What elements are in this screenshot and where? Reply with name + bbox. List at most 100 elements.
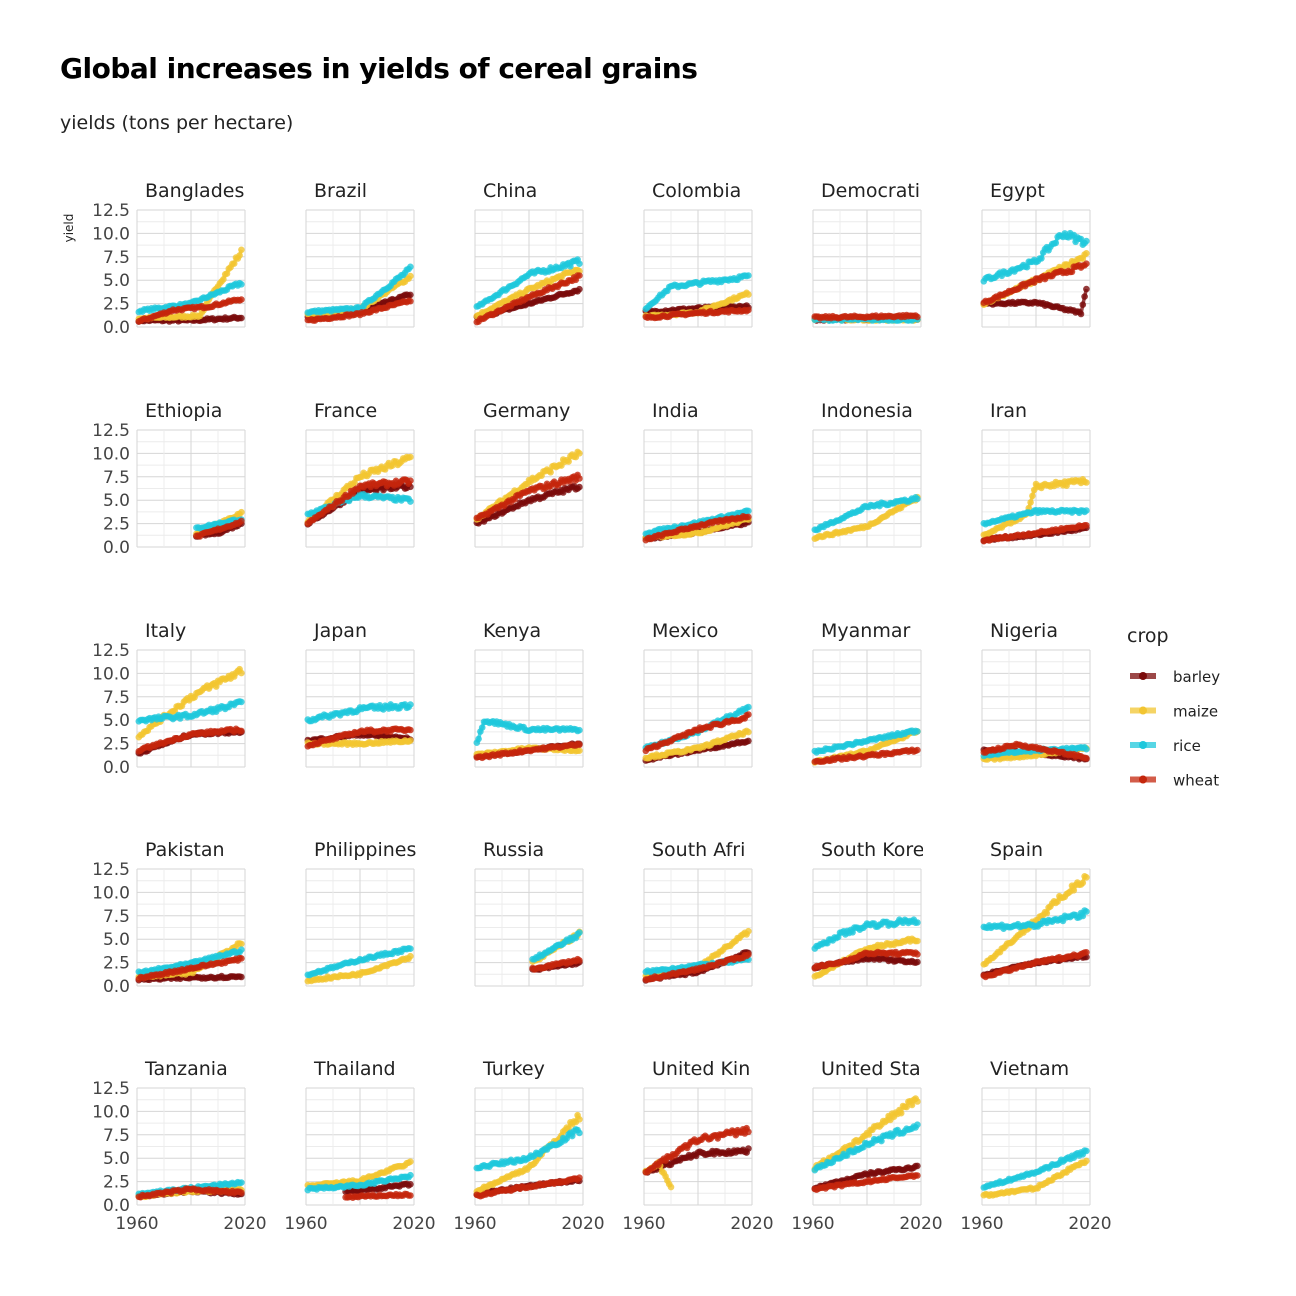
data-point-rice	[407, 945, 414, 952]
series-wheat	[811, 311, 921, 322]
facet-panel: Russia	[474, 839, 584, 987]
data-point-rice	[914, 495, 921, 503]
facet-panel: Germany	[473, 400, 584, 548]
data-point-wheat	[745, 711, 752, 718]
y-tick-label: 5.0	[103, 271, 130, 291]
y-tick-label: 2.5	[103, 735, 130, 755]
y-tick-label: 10.0	[92, 444, 130, 464]
y-tick-label: 0.0	[103, 318, 130, 338]
data-point-wheat	[238, 296, 245, 303]
series-barley	[980, 285, 1090, 318]
data-point-wheat	[914, 746, 921, 754]
data-point-wheat	[407, 726, 414, 734]
chart-title: Global increases in yields of cereal gra…	[60, 52, 698, 85]
data-point-maize	[236, 252, 243, 259]
data-point-rice	[407, 498, 414, 505]
facet-panel: Brazil	[304, 180, 415, 328]
series-wheat	[642, 306, 752, 322]
facet-title: Kenya	[483, 620, 541, 642]
y-tick-label: 7.5	[103, 688, 130, 708]
data-point-wheat	[1083, 522, 1090, 529]
y-tick-label: 7.5	[103, 907, 130, 927]
data-point-maize	[220, 276, 227, 283]
y-tick-label: 12.5	[92, 201, 130, 221]
data-point-barley	[1083, 285, 1090, 293]
y-tick-label: 12.5	[92, 860, 130, 880]
data-point-barley	[407, 291, 414, 299]
data-point-wheat	[576, 272, 583, 279]
facet-title: France	[314, 400, 377, 422]
facet-panel: Indonesia	[811, 400, 922, 548]
y-axis-title: yield	[62, 214, 76, 243]
facet-title: Colombia	[652, 180, 741, 202]
data-point-rice	[1052, 239, 1060, 247]
data-point-wheat	[745, 513, 752, 521]
data-point-wheat	[238, 727, 245, 735]
data-point-rice	[745, 272, 752, 279]
data-point-wheat	[1083, 260, 1090, 268]
data-point-barley	[238, 314, 245, 322]
data-point-barley	[1079, 301, 1087, 309]
data-point-rice	[1038, 255, 1045, 262]
data-point-barley	[1081, 293, 1088, 300]
data-point-maize	[407, 453, 414, 461]
data-point-maize	[1029, 492, 1036, 500]
data-point-rice	[238, 946, 245, 953]
data-point-wheat	[407, 297, 414, 305]
data-point-wheat	[576, 475, 583, 482]
facet-title: Ethiopia	[145, 400, 222, 422]
y-tick-label: 5.0	[103, 491, 130, 511]
data-point-maize	[407, 272, 414, 280]
data-point-wheat	[407, 477, 414, 485]
y-tick-label: 0.0	[103, 758, 130, 778]
y-tick-label: 5.0	[103, 711, 130, 731]
series-wheat	[473, 272, 583, 326]
facet-title: Egypt	[990, 180, 1045, 202]
facet-panel: Colombia	[642, 180, 753, 328]
data-point-maize	[238, 246, 245, 254]
facet-panel: Kenya	[473, 620, 584, 768]
y-tick-label: 7.5	[103, 468, 130, 488]
y-tick-label: 0.0	[103, 977, 130, 997]
data-point-barley	[576, 483, 583, 491]
data-point-rice	[914, 728, 921, 735]
data-point-rice	[1083, 237, 1090, 245]
y-tick-label: 0.0	[103, 538, 130, 558]
facet-panel: China	[473, 180, 584, 328]
data-point-barley	[576, 285, 583, 293]
y-tick-label: 12.5	[92, 641, 130, 661]
facet-panel: France	[304, 400, 415, 548]
y-tick-label: 2.5	[103, 295, 130, 315]
data-point-maize	[238, 940, 245, 948]
data-point-wheat	[576, 741, 583, 749]
data-point-maize	[230, 260, 238, 267]
data-point-maize	[1027, 499, 1034, 506]
data-point-rice	[478, 724, 486, 731]
facet-title: Pakistan	[145, 839, 225, 861]
data-point-rice	[407, 701, 414, 708]
y-tick-label: 2.5	[103, 954, 130, 974]
data-point-wheat	[238, 517, 245, 525]
facet-panel: Philippines	[304, 839, 416, 987]
facet-panel: South Afri	[642, 839, 753, 987]
series-rice	[473, 256, 583, 310]
facet-panel: Democrati	[811, 180, 922, 328]
data-point-barley	[1077, 310, 1085, 318]
facet-title: Italy	[145, 620, 186, 642]
y-tick-label: 12.5	[92, 421, 130, 441]
facet-title: Japan	[313, 620, 367, 642]
data-point-rice	[475, 735, 482, 743]
chart-subtitle: yields (tons per hectare)	[60, 112, 294, 134]
data-point-rice	[1083, 507, 1090, 514]
facet-title: Mexico	[652, 620, 718, 642]
facet-title: Nigeria	[990, 620, 1058, 642]
series-maize	[473, 266, 583, 320]
data-point-maize	[1083, 250, 1090, 257]
facet-panel: Egypt	[980, 180, 1091, 328]
data-point-rice	[576, 260, 583, 268]
